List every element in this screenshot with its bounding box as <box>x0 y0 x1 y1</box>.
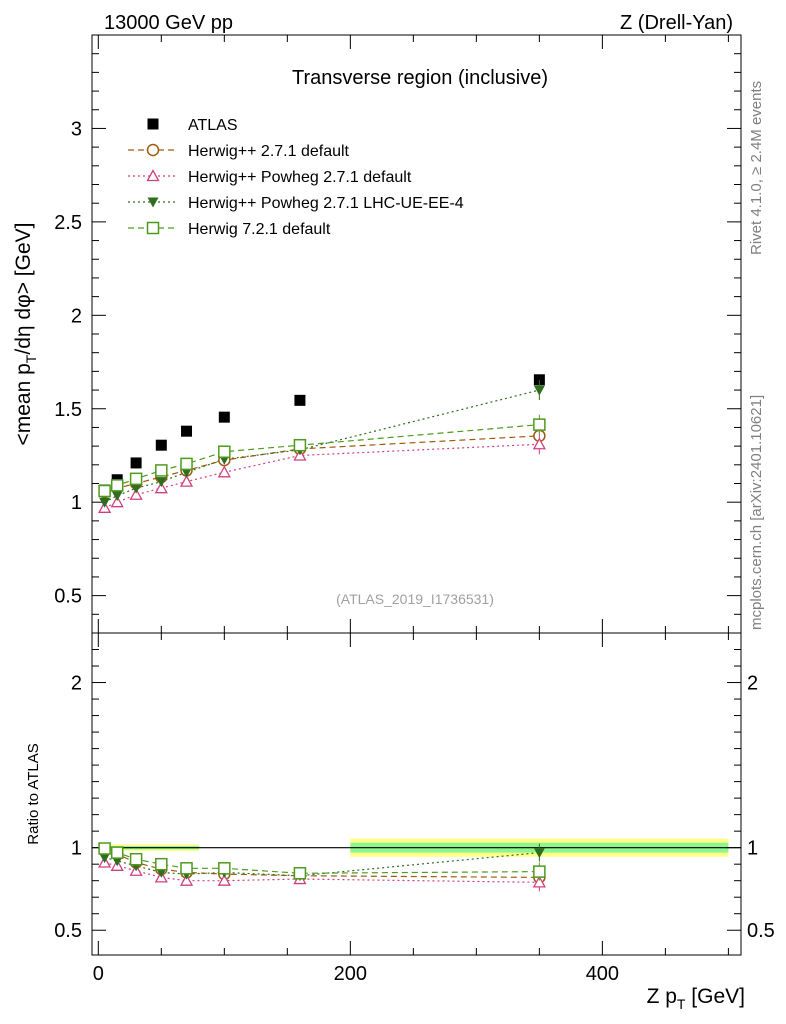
point-powheg_ue <box>533 385 545 396</box>
series-line-herwigpp <box>104 435 540 493</box>
series-line-powheg_ue <box>104 389 540 503</box>
legend-marker-powheg <box>146 169 160 182</box>
main-series-markers <box>98 374 546 513</box>
ratio-point-powheg <box>217 873 231 886</box>
point-herwig7 <box>218 445 231 458</box>
legend-label: Herwig++ Powheg 2.7.1 default <box>188 169 412 186</box>
ratio-y-tick-label-right: 2 <box>747 673 758 695</box>
ratio-y-tick-label: 0.5 <box>54 920 82 942</box>
y-tick-label: 2.5 <box>54 212 82 234</box>
ratio-point-powheg <box>532 875 546 888</box>
y-tick-label: 1 <box>71 492 82 514</box>
main-panel: Transverse region (inclusive) (ATLAS_201… <box>12 34 742 634</box>
legend-marker-herwig7 <box>146 221 160 235</box>
watermark: (ATLAS_2019_I1736531) <box>336 591 494 607</box>
xlabel-sub: T <box>677 996 686 1012</box>
point-atlas <box>181 425 193 437</box>
ratio-y-tick-label: 1 <box>71 838 82 860</box>
ratio-point-herwig7 <box>218 862 231 875</box>
y-tick-label: 3 <box>71 118 82 140</box>
point-powheg_ue <box>99 497 111 508</box>
point-powheg_ue <box>111 491 123 502</box>
ratio-point-powheg_ue <box>533 848 545 859</box>
ratio-point-herwig7 <box>110 846 124 859</box>
ratio-point-powheg_ue <box>155 867 167 878</box>
ratio-point-herwig7 <box>155 857 168 871</box>
point-powheg <box>217 465 231 478</box>
ylabel-pre: <mean p <box>12 363 35 445</box>
legend-label: ATLAS <box>188 117 238 134</box>
main-ticks: 0.5 1 1.5 2 2.5 3 <box>54 35 741 634</box>
ratio-point-powheg <box>179 873 194 886</box>
ratio-point-powheg_ue <box>111 856 123 867</box>
xlabel-pre: Z p <box>647 985 677 1008</box>
legend-label: Herwig 7.2.1 default <box>188 221 331 238</box>
rivet-label: Rivet 4.1.0, ≥ 2.4M events <box>748 81 765 255</box>
main-title: Transverse region (inclusive) <box>292 67 548 89</box>
series-line-herwig7 <box>104 424 540 492</box>
x-tick-label: 200 <box>334 963 367 985</box>
ratio-panel: Ratio to ATLAS 0.5 0.5 1 1 2 2 0 200 400 Z pT [G… <box>25 632 775 1012</box>
legend-marker-atlas <box>147 118 159 130</box>
ratio-line-herwig7 <box>104 847 540 874</box>
point-atlas <box>218 411 230 423</box>
point-powheg <box>532 437 546 450</box>
x-axis-label: Z pT [GeV] <box>647 985 745 1012</box>
point-herwig7 <box>293 438 307 452</box>
point-powheg <box>179 474 194 487</box>
ratio-point-herwig7 <box>180 862 193 875</box>
point-powheg_ue <box>130 483 142 494</box>
xlabel-post: [GeV] <box>685 985 745 1008</box>
ylabel-post: /dη dφ> [GeV] <box>12 223 35 355</box>
x-tick-label: 400 <box>586 963 619 985</box>
ratio-point-powheg_ue <box>99 853 111 864</box>
legend-label: Herwig++ 2.7.1 default <box>188 143 350 160</box>
ratio-point-herwig7 <box>129 852 143 866</box>
x-tick-label: 0 <box>93 963 104 985</box>
legend-marker-herwigpp <box>146 143 160 157</box>
ratio-y-tick-label-right: 1 <box>747 838 758 860</box>
point-atlas <box>130 457 142 469</box>
point-powheg_ue <box>155 477 167 488</box>
ylabel-sub: T <box>23 354 39 363</box>
ratio-line-powheg_ue <box>104 852 540 877</box>
point-herwig7 <box>180 457 193 471</box>
y-tick-label: 0.5 <box>54 586 82 608</box>
point-powheg_ue <box>181 467 193 478</box>
mcplots-label: mcplots.cern.ch [arXiv:2401.10621] <box>748 395 765 630</box>
series-line-powheg <box>104 443 540 509</box>
ratio-ylabel: Ratio to ATLAS <box>25 743 42 844</box>
legend-label: Herwig++ Powheg 2.7.1 LHC-UE-EE-4 <box>188 195 464 212</box>
ratio-point-herwig7 <box>293 867 307 880</box>
point-herwig7 <box>110 479 124 492</box>
legend-marker-powheg_ue <box>147 197 159 208</box>
point-herwig7 <box>533 418 546 431</box>
y-tick-label: 1.5 <box>54 399 82 421</box>
ratio-ticks: 0.5 0.5 1 1 2 2 0 200 400 <box>54 633 775 985</box>
ratio-series-markers <box>98 842 546 892</box>
ratio-point-herwig7 <box>533 865 546 878</box>
ratio-y-tick-label: 2 <box>71 673 82 695</box>
point-powheg <box>154 481 168 494</box>
ratio-frame <box>91 632 742 956</box>
legend: ATLAS Herwig++ 2.7.1 default Herwig++ Powh… <box>128 117 464 238</box>
main-ylabel: <mean pT/dη dφ> [GeV] <box>12 223 39 446</box>
point-herwig7 <box>155 464 168 477</box>
point-atlas <box>155 439 167 451</box>
header-right: Z (Drell-Yan) <box>620 12 733 34</box>
ratio-line-herwigpp <box>104 848 540 878</box>
point-atlas <box>533 374 545 386</box>
main-series-lines <box>104 389 540 509</box>
y-tick-label: 2 <box>71 305 82 327</box>
point-atlas <box>294 394 306 406</box>
point-powheg <box>110 495 124 508</box>
ratio-point-herwig7 <box>98 842 111 855</box>
header-left: 13000 GeV pp <box>104 12 233 34</box>
point-herwig7 <box>129 472 143 486</box>
ratio-y-tick-label-right: 0.5 <box>747 920 775 942</box>
point-herwig7 <box>98 484 111 498</box>
point-powheg <box>129 487 143 500</box>
